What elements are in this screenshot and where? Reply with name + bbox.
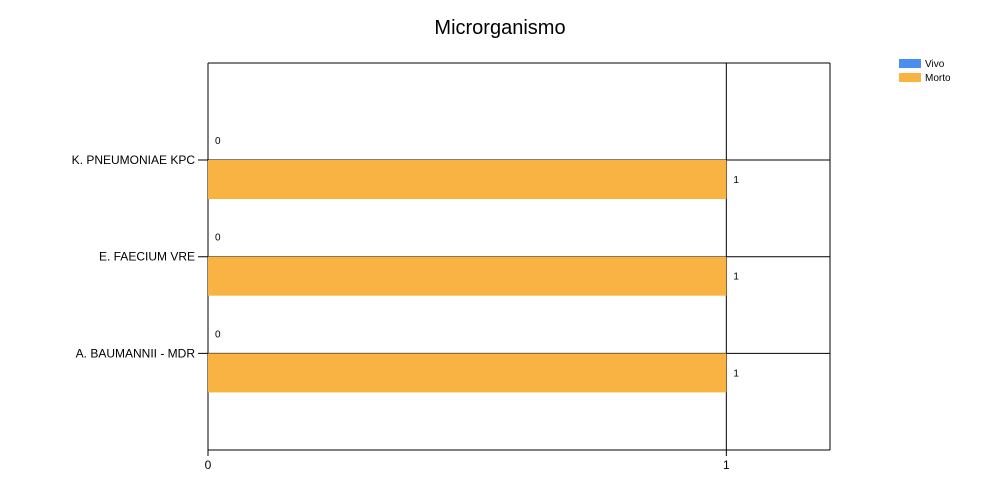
category-label: E. FAECIUM VRE <box>99 250 195 264</box>
bars-layer <box>208 160 727 393</box>
legend: Vivo Morto <box>899 59 951 84</box>
x-tick-label: 1 <box>723 458 730 472</box>
data-label: 0 <box>215 329 221 340</box>
chart-title: Microrganismo <box>434 17 565 39</box>
labels-layer: 0 1 K. PNEUMONIAE KPC E. FAECIUM VRE A. BAUM… <box>72 136 740 472</box>
data-label: 0 <box>215 233 221 244</box>
x-tick-label: 0 <box>205 458 212 472</box>
bar-morto <box>208 353 727 393</box>
legend-label-vivo: Vivo <box>925 59 945 70</box>
bar-morto <box>208 160 727 199</box>
category-label: A. BAUMANNII - MDR <box>76 346 196 360</box>
data-label: 1 <box>733 272 739 283</box>
legend-swatch-morto <box>899 73 921 82</box>
category-label: K. PNEUMONIAE KPC <box>72 153 196 167</box>
data-label: 1 <box>733 368 739 379</box>
legend-label-morto: Morto <box>925 73 951 84</box>
bar-morto <box>208 256 727 296</box>
data-label: 0 <box>215 136 221 147</box>
data-label: 1 <box>733 175 739 186</box>
legend-swatch-vivo <box>899 59 921 68</box>
